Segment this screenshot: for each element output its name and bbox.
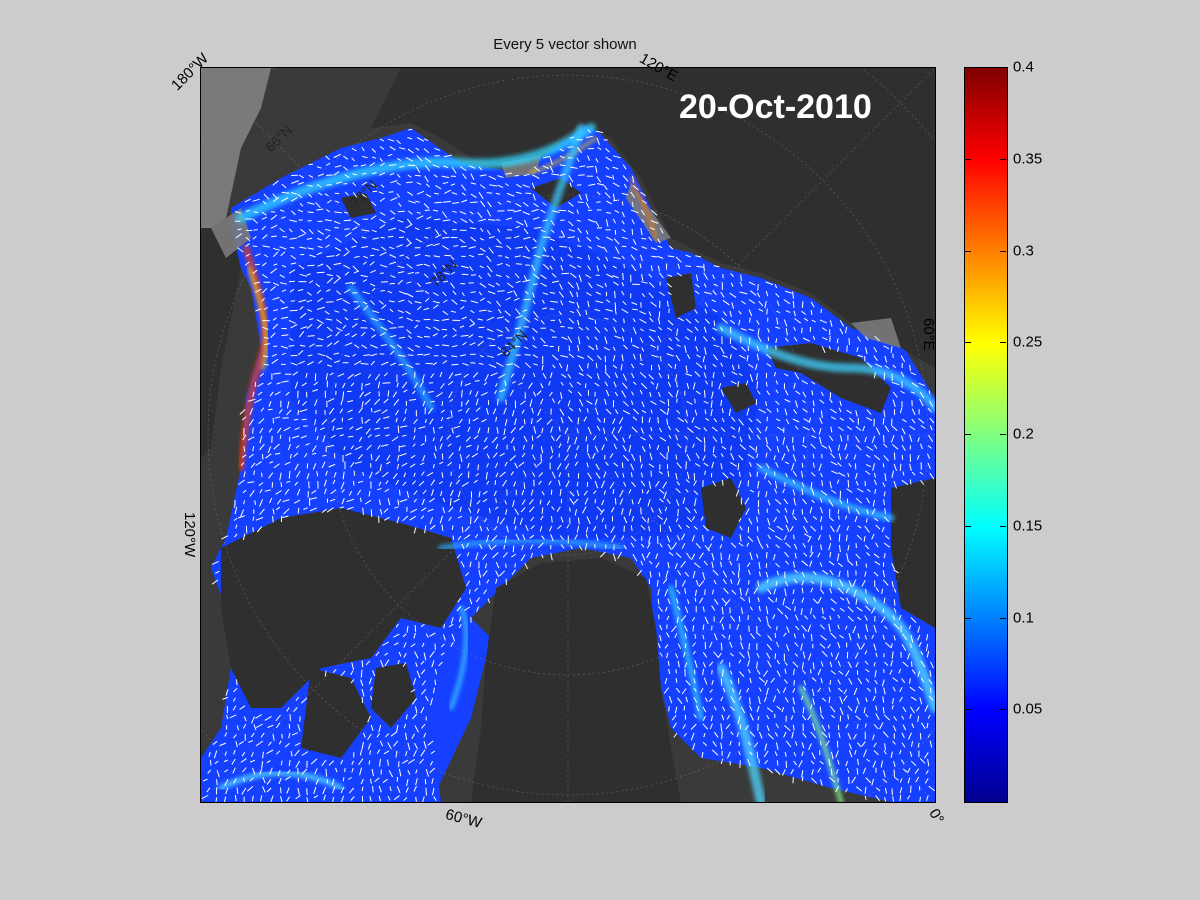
colorbar-tick-label: 0.15 [1013, 517, 1043, 535]
colorbar-tick-label: 0.4 [1013, 58, 1034, 76]
colorbar-tick-label: 0.05 [1013, 700, 1043, 718]
greenland [471, 558, 681, 802]
colorbar-tick-mark [965, 709, 971, 711]
lon-label-bottom-right: 0° [925, 806, 948, 827]
colorbar-tick-mark [1000, 434, 1006, 435]
scandinavia [891, 478, 935, 628]
colorbar-tick-mark [965, 158, 971, 160]
colorbar-tick-mark [1000, 250, 1006, 252]
map-frame: 66°N 72°N 78°N 84°N 20-Oct-2010 [200, 67, 936, 803]
colorbar-tick-mark [965, 342, 971, 344]
colorbar-tick-mark [965, 67, 971, 68]
vector-arrows [201, 128, 935, 802]
speed-band [247, 266, 269, 370]
land-masses [201, 68, 935, 802]
speed-band [668, 585, 704, 721]
speed-band [716, 323, 935, 413]
lon-label-left-mid: 120°W [181, 512, 198, 558]
lon-label-right-mid: 60°E [920, 318, 937, 351]
colorbar-tick-label: 0.2 [1013, 425, 1034, 443]
colorbar-tick-label: 0.25 [1013, 333, 1043, 351]
colorbar-tick-mark [965, 617, 971, 619]
colorbar-tick-mark [1000, 342, 1006, 344]
colorbar-tick-label: 0.3 [1013, 242, 1034, 259]
colorbar-tick-label: 0.35 [1013, 150, 1043, 168]
speed-band [236, 123, 596, 223]
colorbar-tick-mark [1000, 67, 1006, 68]
siberia [371, 68, 935, 368]
graticule [201, 68, 935, 802]
speed-band [497, 124, 585, 402]
vector-field [201, 128, 935, 802]
canadian-archipelago [221, 508, 466, 708]
speed-band [629, 176, 658, 240]
colorbar-tick-mark [965, 525, 971, 527]
colorbar-tick-mark [965, 250, 971, 252]
speed-band [798, 685, 844, 802]
date-label: 20-Oct-2010 [679, 88, 872, 126]
colorbar-tick-mark [1000, 617, 1006, 619]
colorbar-tick-label: 0.1 [1013, 609, 1034, 626]
speed-band [716, 663, 766, 802]
drift-map: 66°N 72°N 78°N 84°N [201, 68, 935, 802]
plot-title: Every 5 vector shown [493, 36, 637, 53]
colorbar-tick-mark [965, 434, 971, 435]
alaska [201, 228, 241, 458]
land-grey-topleft [201, 68, 271, 228]
svalbard [701, 478, 746, 538]
speed-band [756, 572, 935, 713]
colorbar [964, 67, 1008, 803]
lon-label-bottom-mid: 60°W [443, 806, 484, 832]
colorbar-tick-mark [1000, 709, 1006, 711]
colorbar-tick-mark [1000, 525, 1006, 527]
speed-band [448, 605, 469, 711]
colorbar-tick-mark [1000, 158, 1006, 160]
